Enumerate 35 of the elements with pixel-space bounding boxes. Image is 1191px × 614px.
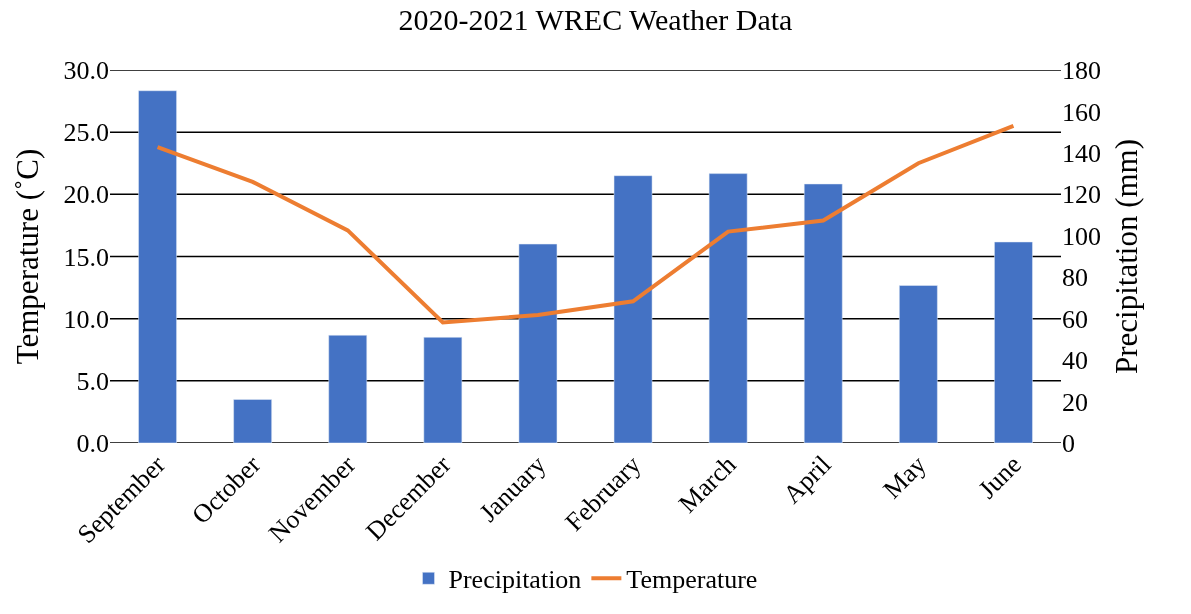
y2-tick-label: 80 <box>1062 263 1088 293</box>
bar <box>994 241 1033 443</box>
bar <box>233 399 272 443</box>
y-tick-label: 0.0 <box>76 429 109 459</box>
bar <box>899 285 938 443</box>
y2-tick-label: 180 <box>1062 56 1101 86</box>
y2-tick-label: 40 <box>1062 346 1088 376</box>
y-tick-label: 30.0 <box>63 56 109 86</box>
y-tick-label: 25.0 <box>63 118 109 148</box>
chart-title: 2020-2021 WREC Weather Data <box>398 3 793 37</box>
y2-tick-label: 160 <box>1062 97 1101 127</box>
line-series <box>155 123 1016 325</box>
y-axis-title: Temperature (˚C) <box>10 148 46 365</box>
bar <box>708 173 748 443</box>
x-tick-label: June <box>972 449 1027 505</box>
y2-tick-label: 140 <box>1062 138 1101 168</box>
y2-tick-label: 60 <box>1062 304 1088 334</box>
bar <box>138 90 177 443</box>
y-tick-label: 5.0 <box>76 366 109 396</box>
y2-axis-title: Precipitation (mm) <box>1109 138 1145 375</box>
bar <box>423 337 463 443</box>
y2-tick-label: 20 <box>1062 387 1088 417</box>
bar <box>803 183 843 443</box>
legend-label: Temperature <box>626 565 758 595</box>
legend-label: Precipitation <box>448 565 582 595</box>
bar <box>613 175 653 443</box>
y2-tick-label: 120 <box>1062 180 1101 210</box>
y2-tick-label: 100 <box>1062 221 1101 251</box>
x-tick-label: May <box>877 449 932 505</box>
y-tick-label: 20.0 <box>63 180 109 210</box>
bar <box>328 334 368 443</box>
y-tick-label: 10.0 <box>63 304 109 334</box>
y2-tick-label: 0 <box>1062 429 1075 459</box>
y-tick-label: 15.0 <box>63 242 109 272</box>
bar <box>518 243 558 443</box>
